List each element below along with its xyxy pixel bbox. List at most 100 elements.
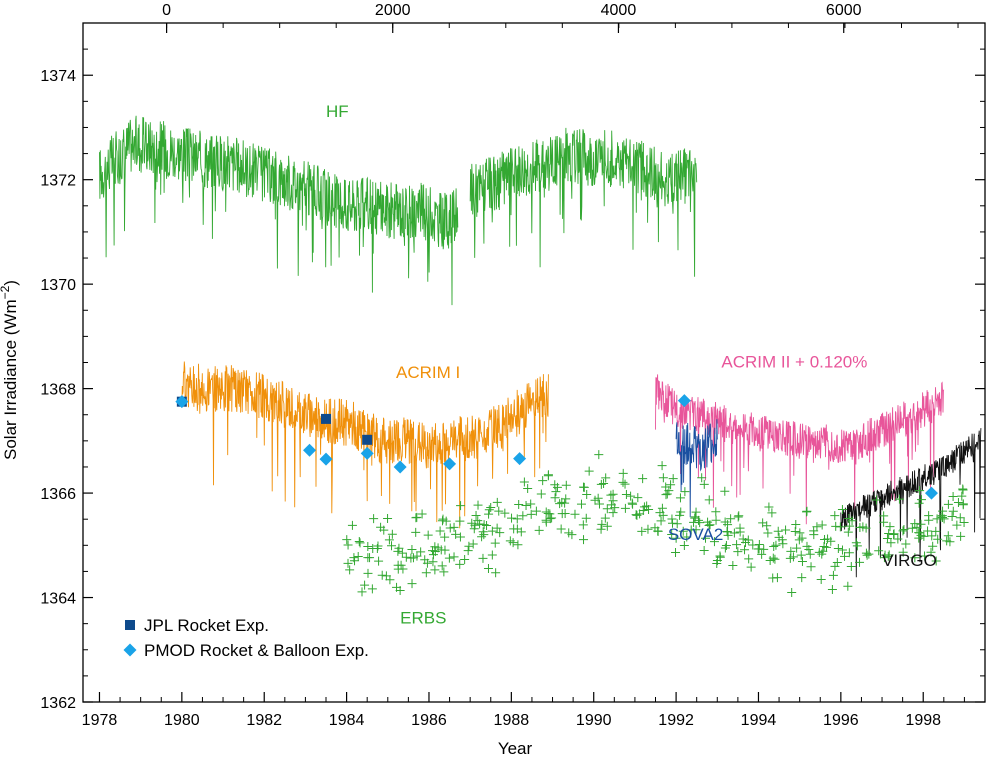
erbs-point: [464, 541, 474, 551]
erbs-point: [910, 553, 920, 563]
erbs-point: [576, 499, 586, 509]
erbs-point: [694, 515, 704, 525]
axes-layer: 1978 1980 1982 1984 1986 1988 1990 1992 1994 1996…: [40, 2, 986, 729]
pmod-point: [924, 486, 938, 500]
erbs-point: [550, 480, 560, 490]
erbs-point: [722, 526, 732, 536]
erbs-point: [492, 523, 502, 533]
erbs-point: [635, 509, 645, 519]
y-axis-title-sup: −2: [0, 285, 12, 299]
erbs-point: [661, 482, 671, 492]
erbs-point: [445, 523, 455, 533]
top-tick-label: 0: [162, 2, 171, 19]
erbs-point: [820, 535, 830, 545]
erbs-point: [795, 528, 805, 538]
erbs-point: [490, 538, 500, 548]
erbs-point: [467, 518, 477, 528]
erbs-point: [926, 547, 936, 557]
erbs-point: [704, 521, 714, 531]
erbs-point: [656, 516, 666, 526]
erbs-point: [455, 532, 465, 542]
x-tick-label: 1994: [741, 712, 777, 729]
erbs-point: [861, 548, 871, 558]
erbs-point: [561, 480, 571, 490]
erbs-point: [423, 530, 433, 540]
erbs-point: [844, 514, 854, 524]
erbs-point: [705, 520, 715, 530]
erbs-point: [778, 539, 788, 549]
erbs-point: [931, 526, 941, 536]
erbs-point: [828, 570, 838, 580]
erbs-point: [456, 501, 466, 511]
erbs-point: [910, 519, 920, 529]
erbs-point: [601, 473, 611, 483]
erbs-point: [560, 508, 570, 518]
y-axis-title: Solar Irradiance (Wm−2): [0, 280, 20, 460]
erbs-point: [732, 540, 742, 550]
x-axis-title: Year: [498, 739, 533, 757]
erbs-point: [757, 549, 767, 559]
erbs-point: [451, 529, 461, 539]
erbs-point: [521, 501, 531, 511]
top-tick-label: 2000: [375, 2, 411, 19]
erbs-point: [374, 556, 384, 566]
erbs-point: [721, 541, 731, 551]
erbs-point: [874, 546, 884, 556]
erbs-point: [387, 529, 397, 539]
erbs-point: [928, 541, 938, 551]
erbs-point: [473, 500, 483, 510]
erbs-point: [602, 504, 612, 514]
erbs-point: [920, 551, 930, 561]
erbs-point: [440, 532, 450, 542]
erbs-point: [376, 522, 386, 532]
series-layer: [99, 115, 982, 578]
erbs-point: [513, 540, 523, 550]
erbs-point: [353, 552, 363, 562]
erbs-point: [469, 524, 479, 534]
erbs-point: [354, 536, 364, 546]
erbs-point: [835, 522, 845, 532]
erbs-point: [463, 546, 473, 556]
label-layer: HF ACRIM I ACRIM II + 0.120% SOVA2 VIRGO ERBS: [326, 102, 937, 628]
erbs-point: [582, 489, 592, 499]
erbs-point: [711, 507, 721, 517]
erbs-point: [594, 450, 604, 460]
erbs-label: ERBS: [400, 609, 446, 628]
erbs-point: [768, 573, 778, 583]
erbs-point: [769, 541, 779, 551]
erbs-point: [650, 523, 660, 533]
erbs-point: [728, 560, 738, 570]
legend: JPL Rocket Exp. PMOD Rocket & Balloon Exp…: [123, 616, 369, 660]
y-tick-label: 1362: [40, 695, 76, 712]
x-tick-label: 1978: [82, 712, 118, 729]
erbs-point: [394, 543, 404, 553]
erbs-point: [401, 552, 411, 562]
erbs-point: [699, 546, 709, 556]
erbs-point: [516, 527, 526, 537]
erbs-point: [512, 514, 522, 524]
legend-square-marker: [125, 620, 135, 630]
erbs-point: [668, 474, 678, 484]
erbs-point: [679, 540, 689, 550]
erbs-point: [421, 568, 431, 578]
erbs-point: [471, 510, 481, 520]
erbs-point: [933, 534, 943, 544]
erbs-point: [796, 550, 806, 560]
top-tick-label: 4000: [601, 2, 637, 19]
erbs-point: [397, 548, 407, 558]
erbs-point: [886, 538, 896, 548]
erbs-point: [957, 491, 967, 501]
erbs-point: [479, 520, 489, 530]
erbs-point: [444, 553, 454, 563]
erbs-point: [369, 514, 379, 524]
erbs-point: [491, 568, 501, 578]
erbs-point: [637, 526, 647, 536]
erbs-point: [817, 520, 827, 530]
erbs-point: [678, 526, 688, 536]
x-tick-label: 1980: [164, 712, 200, 729]
erbs-point: [830, 511, 840, 521]
erbs-point: [667, 518, 677, 528]
erbs-point: [523, 483, 533, 493]
erbs-point: [786, 546, 796, 556]
erbs-point: [596, 479, 606, 489]
